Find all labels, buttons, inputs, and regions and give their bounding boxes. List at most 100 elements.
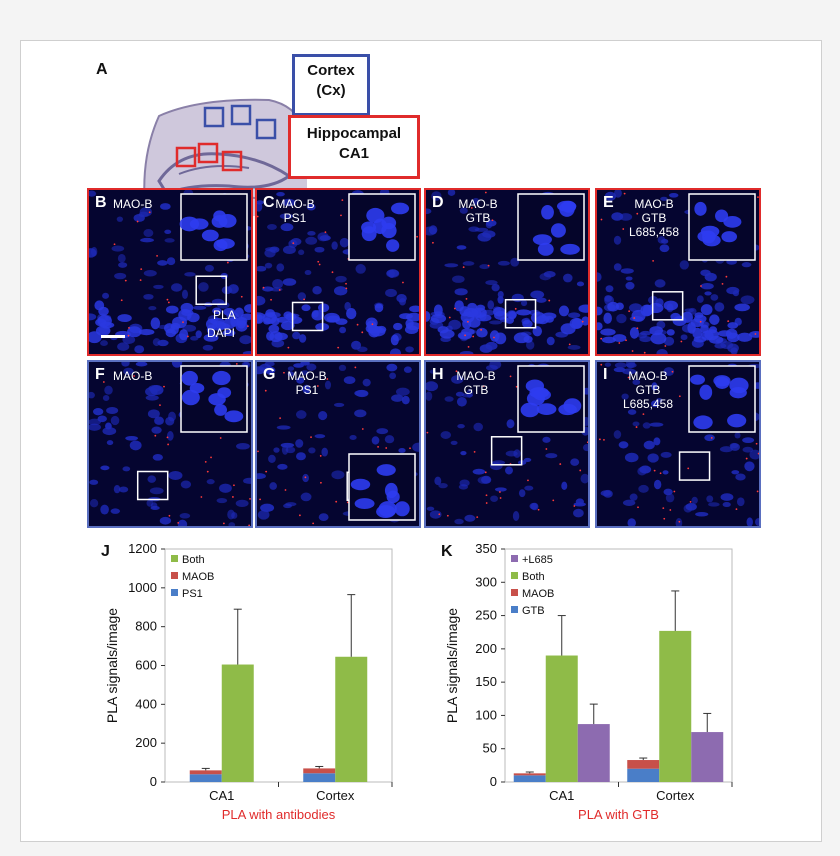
legend-label: MAOB bbox=[182, 571, 214, 583]
bar-ps1 bbox=[189, 774, 222, 782]
pla-legend-label: PLA bbox=[213, 308, 236, 322]
legend-swatch bbox=[171, 555, 178, 562]
panel-d-letter: D bbox=[432, 194, 444, 211]
panel-c-label-line1: MAO-B bbox=[275, 197, 315, 211]
panel-g-label-line1: MAO-B bbox=[287, 369, 327, 383]
panel-d-label-line1: MAO-B bbox=[458, 197, 498, 211]
bar-both bbox=[545, 655, 578, 782]
panel-g-letter: G bbox=[263, 366, 276, 383]
y-tick-label: 0 bbox=[150, 774, 157, 789]
micrograph-c: C MAO-B PS1 bbox=[255, 188, 421, 356]
ca1-key-box: Hippocampal CA1 bbox=[288, 115, 420, 179]
panel-h-label-line2: GTB bbox=[463, 383, 489, 397]
x-tick-label: CA1 bbox=[209, 788, 234, 803]
scale-bar bbox=[101, 335, 125, 338]
panel-e-label-line3: L685,458 bbox=[628, 225, 680, 239]
y-tick-label: 150 bbox=[475, 674, 497, 689]
legend-swatch bbox=[511, 606, 518, 613]
micrograph-g: G MAO-B PS1 bbox=[255, 360, 421, 528]
cortex-key-line1: Cortex bbox=[307, 62, 355, 79]
y-tick-label: 1200 bbox=[128, 541, 157, 556]
bar-maob bbox=[627, 760, 660, 769]
panel-i-label-line3: L685,458 bbox=[622, 397, 674, 411]
y-tick-label: 100 bbox=[475, 707, 497, 722]
bar-maob bbox=[303, 768, 336, 774]
panel-f-label: MAO-B bbox=[113, 369, 153, 383]
panel-c-letter: C bbox=[263, 194, 275, 211]
panel-b-label: MAO-B bbox=[113, 197, 153, 211]
panel-d-label: MAO-B GTB bbox=[456, 197, 500, 225]
panel-g-label: MAO-B PS1 bbox=[285, 369, 329, 397]
panel-i-label-line1: MAO-B bbox=[628, 369, 668, 383]
micrograph-h: H MAO-B GTB bbox=[424, 360, 590, 528]
panel-e-label-line1: MAO-B bbox=[634, 197, 674, 211]
legend-swatch bbox=[171, 572, 178, 579]
legend-label: GTB bbox=[522, 605, 545, 617]
y-tick-label: 350 bbox=[475, 541, 497, 556]
y-tick-label: 50 bbox=[483, 741, 497, 756]
y-tick-label: 250 bbox=[475, 608, 497, 623]
legend-label: Both bbox=[522, 571, 545, 583]
panel-h-label-line1: MAO-B bbox=[456, 369, 496, 383]
bar-both bbox=[659, 630, 692, 782]
legend-label: MAOB bbox=[522, 588, 554, 600]
y-tick-label: 1000 bbox=[128, 580, 157, 595]
panel-f-letter: F bbox=[95, 366, 105, 383]
panel-a-letter: A bbox=[96, 61, 108, 78]
bar-both bbox=[335, 656, 368, 782]
ca1-key-line1: Hippocampal bbox=[306, 125, 402, 142]
bar-gtb bbox=[513, 775, 546, 782]
micrograph-e: E MAO-B GTB L685,458 bbox=[595, 188, 761, 356]
legend-swatch bbox=[511, 572, 518, 579]
panel-d-label-line2: GTB bbox=[465, 211, 491, 225]
panel-c-label-line2: PS1 bbox=[283, 211, 307, 225]
legend-swatch bbox=[511, 589, 518, 596]
legend-label: +L685 bbox=[522, 554, 553, 566]
bar-maob bbox=[513, 773, 546, 776]
panel-e-label: MAO-B GTB L685,458 bbox=[627, 197, 681, 239]
panel-e-letter: E bbox=[603, 194, 614, 211]
bar-both bbox=[221, 664, 254, 782]
cortex-key-box: Cortex (Cx) bbox=[292, 54, 370, 116]
y-tick-label: 0 bbox=[490, 774, 497, 789]
legend-swatch bbox=[171, 589, 178, 596]
micrograph-i: I MAO-B GTB L685,458 bbox=[595, 360, 761, 528]
cortex-key-line2: (Cx) bbox=[316, 82, 346, 99]
panel-c-label: MAO-B PS1 bbox=[273, 197, 317, 225]
panel-i-label: MAO-B GTB L685,458 bbox=[621, 369, 675, 411]
panel-e-label-line2: GTB bbox=[641, 211, 667, 225]
legend-label: Both bbox=[182, 554, 205, 566]
panel-h-letter: H bbox=[432, 366, 444, 383]
ca1-key-line2: CA1 bbox=[338, 145, 369, 162]
chart-letter: K bbox=[441, 543, 453, 560]
bar-gtb bbox=[627, 768, 660, 782]
chart-k: K 0 50 100 150 200 250 300 350 PLA signals/image C… bbox=[441, 541, 733, 822]
chart-letter: J bbox=[101, 543, 110, 560]
y-tick-label: 800 bbox=[135, 619, 157, 634]
chart-j: J 0 200 400 600 800 1000 1200 PLA signals/image C… bbox=[101, 541, 393, 822]
x-axis-label: PLA with GTB bbox=[578, 807, 659, 822]
x-axis-label: PLA with antibodies bbox=[222, 807, 336, 822]
x-tick-label: Cortex bbox=[656, 788, 695, 803]
panel-i-label-line2: GTB bbox=[635, 383, 661, 397]
y-tick-label: 400 bbox=[135, 696, 157, 711]
y-tick-label: 200 bbox=[475, 641, 497, 656]
y-axis-label: PLA signals/image bbox=[104, 608, 120, 723]
panel-h-label: MAO-B GTB bbox=[454, 369, 498, 397]
y-tick-label: 200 bbox=[135, 735, 157, 750]
x-tick-label: Cortex bbox=[316, 788, 355, 803]
dapi-legend-label: DAPI bbox=[207, 326, 236, 340]
x-tick-label: CA1 bbox=[549, 788, 574, 803]
bar-ps1 bbox=[303, 773, 336, 782]
bar-plus-l685 bbox=[577, 724, 610, 782]
y-tick-label: 300 bbox=[475, 574, 497, 589]
figure-card: A Cortex (Cx) Hippocampal CA1 B MAO-B PL… bbox=[20, 40, 822, 842]
legend-swatch bbox=[511, 555, 518, 562]
bar-maob bbox=[189, 770, 222, 775]
micrograph-d: D MAO-B GTB bbox=[424, 188, 590, 356]
micrograph-f: F MAO-B bbox=[87, 360, 253, 528]
bar-plus-l685 bbox=[691, 732, 724, 782]
panel-g-label-line2: PS1 bbox=[295, 383, 319, 397]
y-tick-label: 600 bbox=[135, 658, 157, 673]
micrograph-b: B MAO-B PLA DAPI bbox=[87, 188, 253, 356]
